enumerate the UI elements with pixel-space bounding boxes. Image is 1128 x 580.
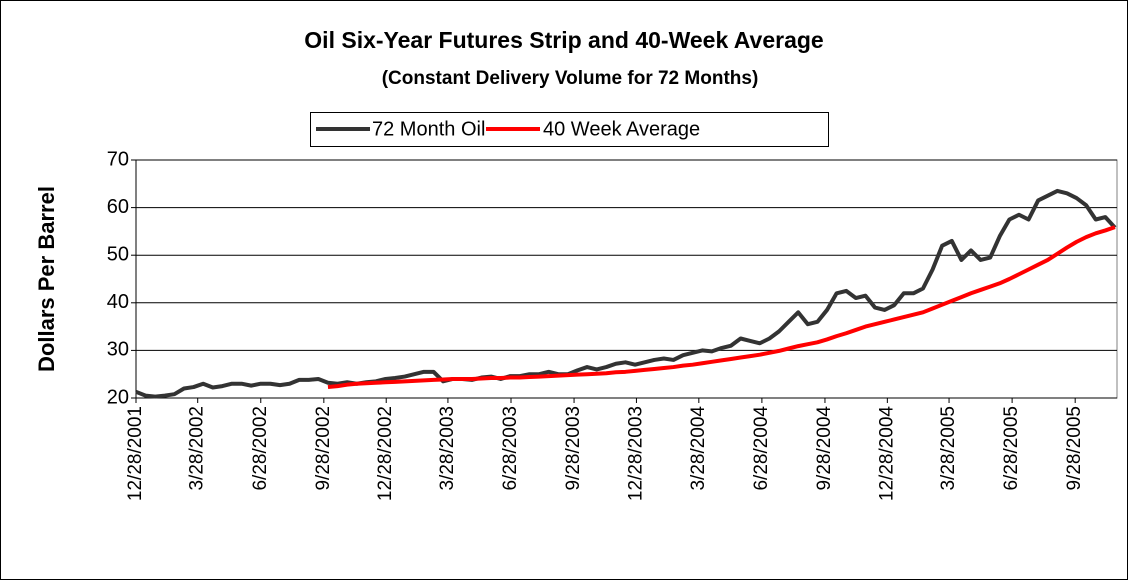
chart-subtitle: (Constant Delivery Volume for 72 Months)	[382, 68, 759, 89]
x-tick-label: 6/28/2005	[1001, 406, 1022, 491]
data-line	[327, 225, 1116, 390]
x-tick-label: 12/28/2003	[625, 406, 646, 501]
legend-label: 40 Week Average	[543, 118, 700, 140]
x-tick-label: 12/28/2001	[125, 406, 146, 501]
x-tick-label: 6/28/2003	[500, 406, 521, 491]
x-tick-label: 3/28/2002	[187, 406, 208, 491]
y-axis-label: Dollars Per Barrel	[34, 186, 59, 372]
x-tick-label: 12/28/2002	[375, 406, 396, 501]
y-tick-label: 50	[107, 243, 129, 265]
y-tick-label: 40	[107, 291, 129, 313]
legend-label: 72 Month Oil	[372, 118, 485, 140]
legend-box	[310, 112, 829, 147]
y-tick-label: 20	[107, 386, 129, 408]
chart-title: Oil Six-Year Futures Strip and 40-Week A…	[304, 27, 823, 53]
y-tick-label: 70	[107, 148, 129, 170]
x-tick-label: 3/28/2003	[437, 406, 458, 491]
x-tick-label: 9/28/2004	[814, 406, 835, 491]
x-tick-label: 9/28/2002	[313, 406, 334, 491]
y-tick-label: 30	[107, 339, 129, 361]
x-tick-label: 6/28/2004	[751, 406, 772, 491]
x-tick-label: 6/28/2002	[250, 406, 271, 491]
x-tick-label: 3/28/2004	[688, 406, 709, 491]
x-tick-label: 3/28/2005	[938, 406, 959, 491]
y-tick-label: 60	[107, 196, 129, 218]
x-tick-label: 9/28/2003	[563, 406, 584, 491]
x-tick-label: 12/28/2004	[876, 406, 897, 502]
data-line	[135, 188, 1117, 399]
x-tick-label: 9/28/2005	[1064, 406, 1085, 491]
